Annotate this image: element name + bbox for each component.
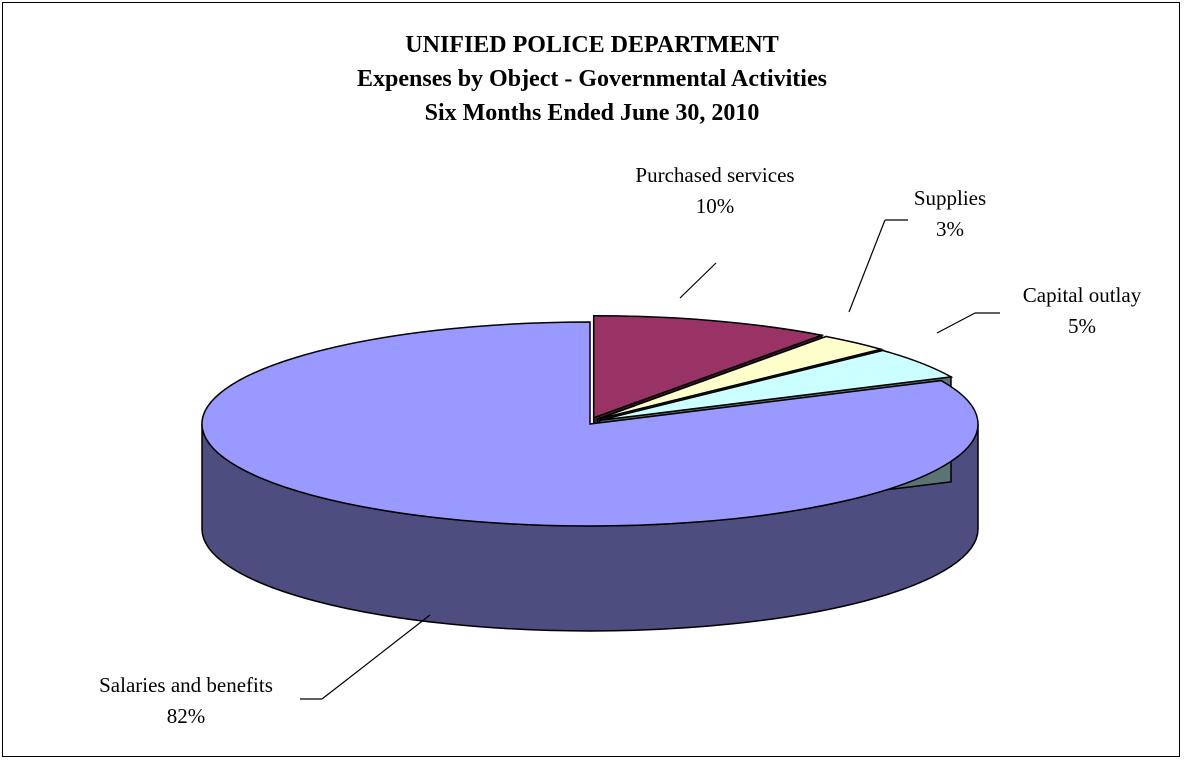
pie-tops	[201, 314, 979, 527]
slice-label-capital-outlay: Capital outlay	[1023, 283, 1142, 307]
slice-percent-purchased-services: 10%	[696, 194, 735, 218]
slice-label-salaries-and-benefits: Salaries and benefits	[99, 673, 273, 697]
slice-label-supplies: Supplies	[914, 186, 986, 210]
leader-line-supplies-0	[848, 219, 886, 313]
chart-title: UNIFIED POLICE DEPARTMENT	[405, 32, 779, 58]
chart-subtitle-line-1: Expenses by Object - Governmental Activi…	[357, 66, 827, 92]
slice-percent-capital-outlay: 5%	[1068, 314, 1096, 338]
slice-salaries-and-benefits	[201, 321, 979, 527]
leader-line-salaries-and-benefits-0	[321, 614, 431, 700]
slice-capital-outlay	[599, 349, 954, 422]
slice-percent-supplies: 3%	[936, 217, 964, 241]
slice-labels: Purchased services 10% Supplies 3% Capital o…	[99, 163, 1142, 728]
leader-lines	[300, 219, 1000, 700]
chart-titles: UNIFIED POLICE DEPARTMENT Expenses by Ob…	[0, 28, 1184, 130]
leader-line-capital-outlay-0	[936, 312, 976, 334]
leader-line-purchased-services-0	[679, 262, 717, 299]
slice-percent-salaries-and-benefits: 82%	[167, 704, 206, 728]
chart-subtitle-line-2: Six Months Ended June 30, 2010	[424, 100, 760, 126]
slice-supplies	[597, 335, 884, 420]
slice-label-purchased-services: Purchased services	[635, 163, 794, 187]
slice-purchased-services	[592, 314, 825, 419]
